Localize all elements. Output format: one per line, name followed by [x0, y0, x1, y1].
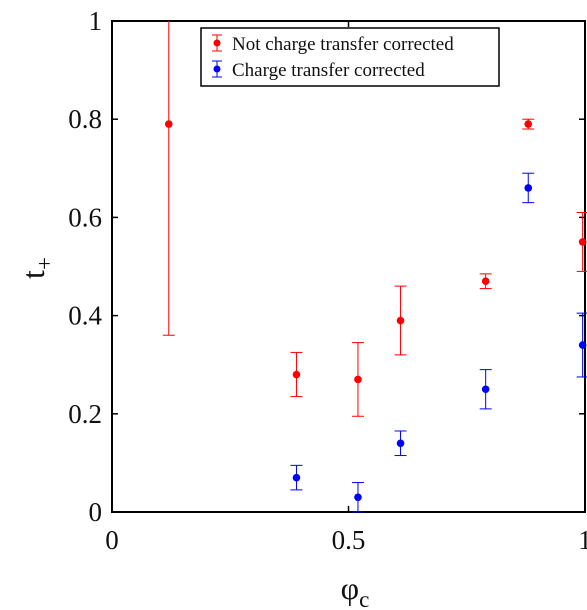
legend-marker-blue: [212, 60, 222, 78]
data-layer: [162, 21, 587, 513]
legend-marker-red: [212, 34, 222, 52]
x-tick-label: 0: [105, 525, 119, 555]
axes: 0 0.2 0.4 0.6 0.8 1 0 0.5 1: [68, 6, 587, 555]
legend-box: [200, 27, 500, 87]
y-axis-label-sub: +: [32, 257, 57, 270]
data-point: [524, 120, 533, 128]
data-point: [396, 316, 405, 325]
data-point: [292, 370, 301, 379]
x-axis-label-sub: c: [359, 587, 369, 610]
series-0: [162, 21, 587, 417]
x-tick-label: 0.5: [332, 525, 366, 555]
y-tick-label: 0: [89, 497, 103, 527]
y-axis-label: t+: [15, 257, 57, 279]
y-tick-label: 0.8: [68, 104, 102, 134]
y-tick-label: 0.4: [68, 301, 102, 331]
legend: Not charge transfer corrected Charge tra…: [200, 27, 500, 87]
data-point: [354, 493, 362, 502]
legend-label-corrected: Charge transfer corrected: [232, 60, 425, 81]
y-tick-label: 1: [89, 6, 103, 36]
data-point: [481, 385, 490, 394]
data-point: [354, 375, 362, 384]
data-point: [578, 341, 587, 349]
y-tick-label: 0.6: [68, 202, 102, 232]
plot-frame: [111, 20, 586, 513]
x-axis-label-main: φ: [341, 570, 359, 606]
data-point: [396, 439, 405, 448]
data-point: [481, 277, 490, 286]
series-1: [290, 172, 587, 513]
data-point: [164, 120, 173, 128]
x-axis-label: φc: [341, 570, 370, 610]
data-point: [524, 184, 533, 192]
x-tick-label: 1: [578, 525, 587, 555]
data-point: [292, 473, 301, 482]
y-tick-label: 0.2: [68, 399, 102, 429]
y-axis-label-main: t: [15, 270, 51, 279]
data-point: [578, 238, 587, 246]
legend-label-not-corrected: Not charge transfer corrected: [232, 34, 454, 55]
